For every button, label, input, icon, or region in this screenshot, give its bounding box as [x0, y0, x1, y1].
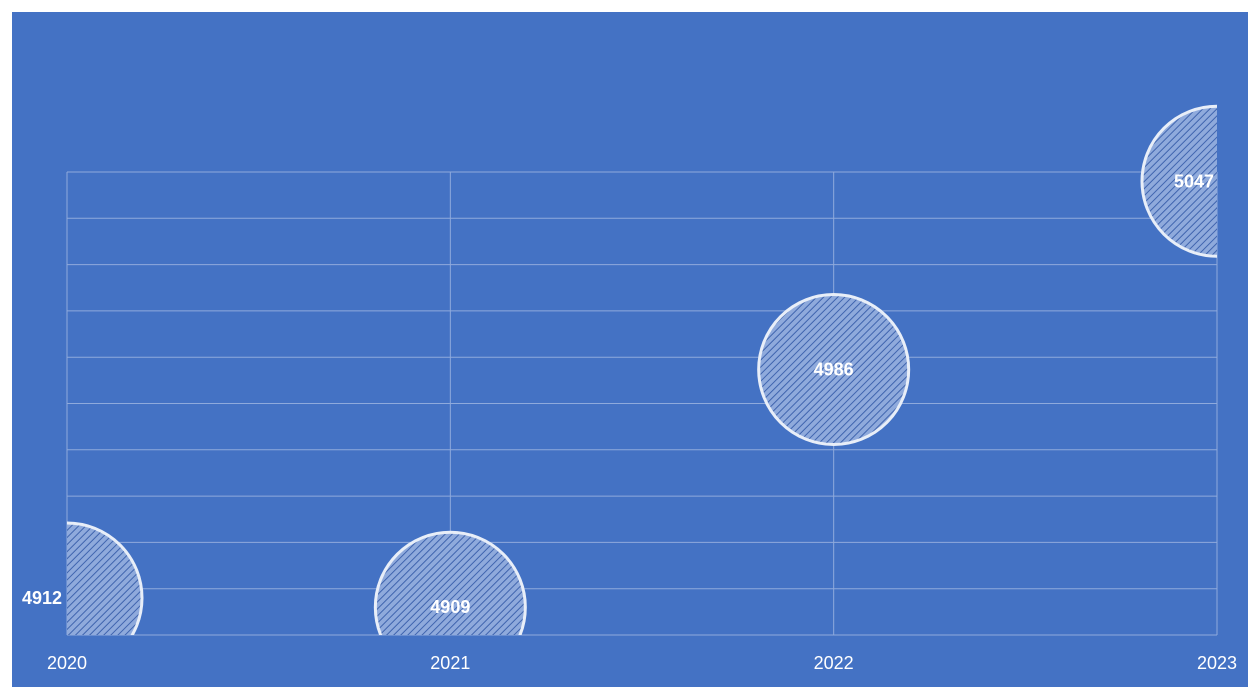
data-point-2022 [757, 293, 911, 447]
data-markers [67, 104, 1217, 635]
gridlines [66, 171, 1218, 636]
data-point-2021 [373, 530, 527, 635]
x-tick-label-2021: 2021 [430, 653, 470, 673]
x-axis-tick-labels: 2020 2021 2022 2023 [47, 653, 1237, 673]
data-point-2020 [67, 521, 144, 635]
data-label-2021: 4909 [430, 597, 470, 617]
x-tick-label-2020: 2020 [47, 653, 87, 673]
x-tick-label-2022: 2022 [814, 653, 854, 673]
chart-area: 4912 4909 4986 5047 2020 2021 2022 2023 [12, 12, 1248, 687]
data-label-2022: 4986 [814, 360, 854, 380]
data-label-2023: 5047 [1174, 171, 1214, 191]
data-point-2023 [1140, 104, 1217, 258]
bubble-chart: 4912 4909 4986 5047 2020 2021 2022 2023 [22, 104, 1237, 673]
data-labels: 4912 4909 4986 5047 [22, 171, 1214, 617]
data-label-2020: 4912 [22, 588, 62, 608]
x-tick-label-2023: 2023 [1197, 653, 1237, 673]
